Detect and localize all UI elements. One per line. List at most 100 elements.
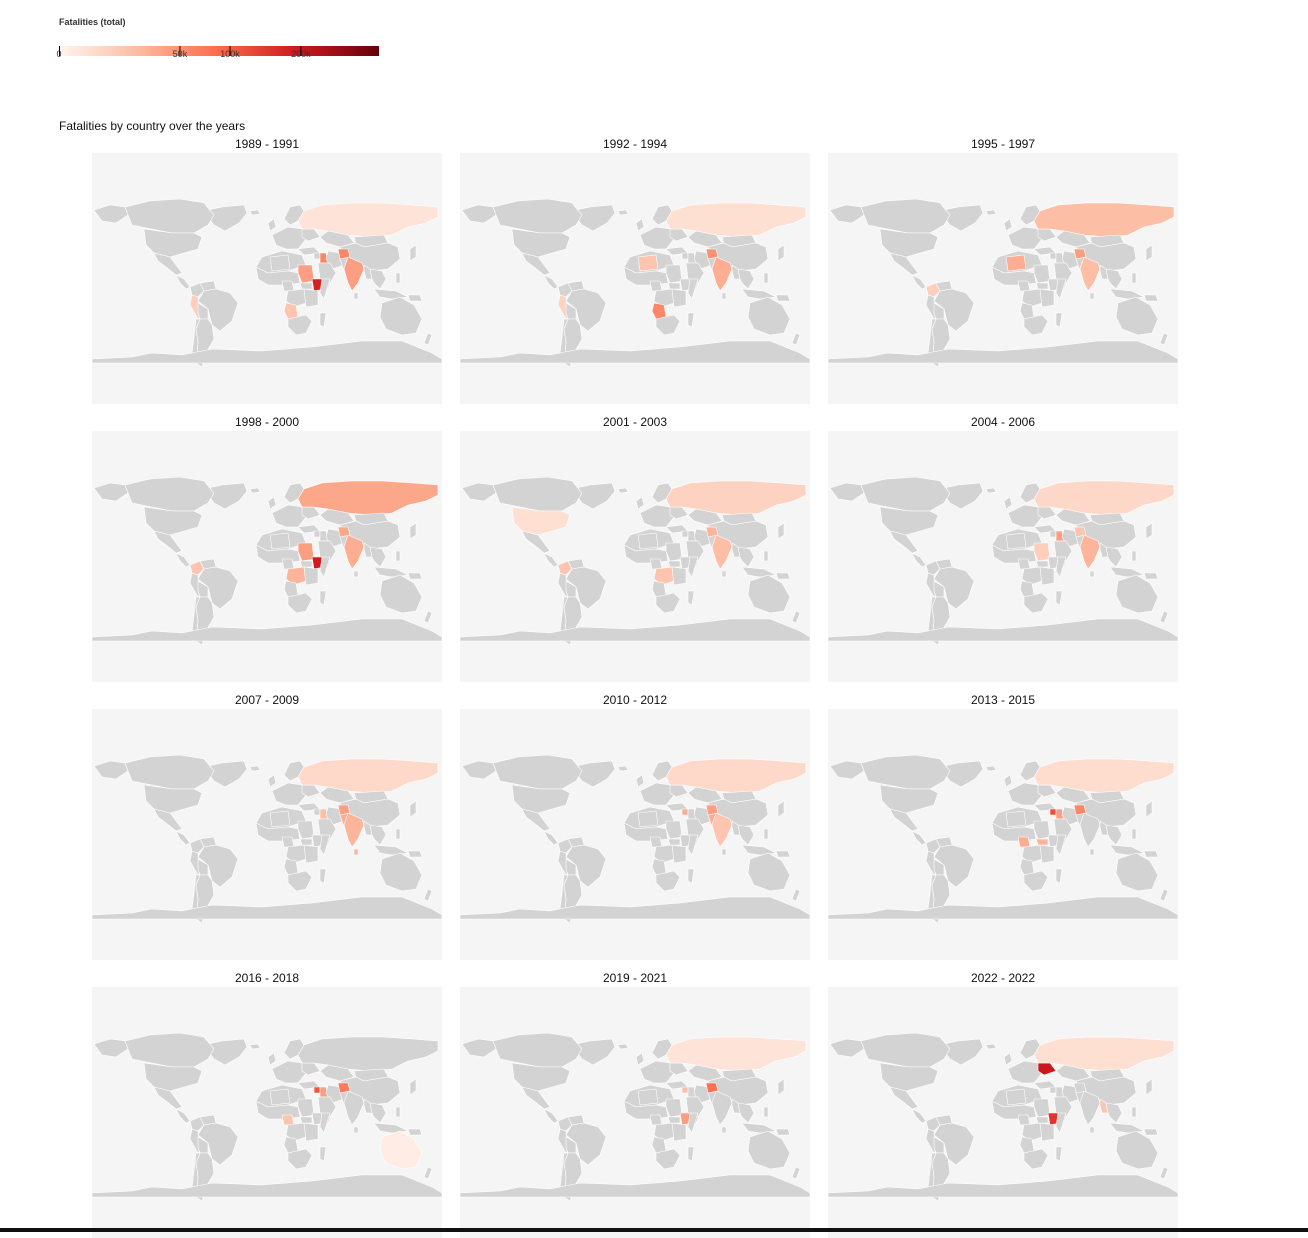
country-nz [423, 332, 433, 346]
country-usa [143, 506, 203, 536]
country-angola [283, 858, 299, 876]
country-philippines [763, 1106, 769, 1118]
country-myanmar [1099, 542, 1109, 558]
country-syria [313, 808, 321, 816]
country-antarctica [92, 896, 442, 920]
country-drc [1021, 288, 1043, 308]
country-japan [409, 244, 417, 262]
country-west-europe [1007, 1060, 1043, 1084]
country-se-asia [369, 546, 387, 568]
panel-title: 1995 - 1997 [970, 137, 1036, 151]
country-india [343, 534, 365, 570]
world-map [92, 431, 442, 682]
country-japan [777, 244, 785, 262]
country-india [1079, 812, 1101, 848]
country-east-africa [303, 566, 319, 586]
country-png [1143, 850, 1159, 858]
country-canada [492, 198, 583, 234]
country-usa [879, 784, 939, 814]
legend-tick-label: 200k [291, 49, 311, 59]
country-sudan [1033, 1098, 1051, 1118]
country-south-africa [287, 870, 313, 892]
country-central-america [175, 830, 191, 846]
country-somalia [319, 834, 331, 856]
country-central-america [911, 830, 927, 846]
country-sri-lanka [721, 1126, 727, 1134]
country-brazil [565, 566, 607, 610]
country-russia [665, 758, 807, 794]
country-south-africa [1023, 592, 1049, 614]
panel-title: 2001 - 2003 [602, 415, 668, 429]
country-philippines [763, 828, 769, 840]
country-australia [747, 1130, 791, 1170]
country-greenland [939, 760, 984, 788]
country-south-africa [655, 1148, 681, 1170]
country-nz [423, 610, 433, 624]
world-map [828, 709, 1178, 960]
country-nz [423, 888, 433, 902]
country-canada [124, 1032, 215, 1068]
country-sudan [1033, 542, 1051, 562]
country-central-america [175, 1108, 191, 1124]
country-indonesia [1109, 288, 1145, 300]
country-syria [313, 252, 321, 260]
window-bottom-border [0, 1228, 1308, 1232]
country-sudan [665, 820, 683, 840]
country-west-europe [639, 226, 675, 250]
country-central-america [911, 274, 927, 290]
world-map [460, 709, 810, 960]
world-map-svg [828, 754, 1178, 924]
country-australia [379, 296, 423, 336]
country-mexico [153, 808, 183, 832]
country-mexico [153, 252, 183, 276]
country-alaska [829, 482, 865, 502]
country-mexico [521, 252, 551, 276]
country-japan [1145, 1078, 1153, 1096]
country-usa [511, 1062, 571, 1092]
country-east-africa [1039, 844, 1055, 864]
country-sudan [297, 1098, 315, 1118]
country-usa [511, 228, 571, 258]
country-saudi [685, 262, 705, 284]
country-uk [635, 496, 645, 510]
country-colombia [189, 560, 205, 576]
country-saudi [1053, 262, 1073, 284]
country-nigeria [281, 558, 295, 570]
country-angola [283, 580, 299, 598]
country-saudi [685, 1096, 705, 1118]
country-antarctica [92, 618, 442, 642]
country-greenland [203, 1038, 248, 1066]
world-map-svg [460, 1032, 810, 1202]
country-drc [285, 566, 307, 586]
country-mexico [889, 808, 919, 832]
country-colombia [557, 282, 573, 298]
map-panel: 1998 - 2000 [92, 415, 442, 682]
country-sri-lanka [721, 292, 727, 300]
country-iceland [249, 765, 261, 772]
country-south-sudan [667, 838, 681, 846]
country-australia [1115, 574, 1159, 614]
country-antarctica [828, 896, 1178, 920]
country-greenland [571, 760, 616, 788]
panel-title: 2019 - 2021 [602, 971, 668, 985]
country-somalia [319, 556, 331, 578]
country-usa [143, 228, 203, 258]
country-mexico [889, 252, 919, 276]
country-drc [653, 844, 675, 864]
country-philippines [763, 550, 769, 562]
country-russia [297, 1036, 439, 1072]
legend-title: Fatalities (total) [59, 17, 126, 27]
country-central-america [543, 274, 559, 290]
country-india [1079, 534, 1101, 570]
country-alaska [93, 204, 129, 224]
country-madagascar [1055, 1146, 1063, 1162]
country-canada [124, 476, 215, 512]
country-uk [635, 774, 645, 788]
country-iceland [249, 209, 261, 216]
country-canada [124, 198, 215, 234]
country-south-sudan [299, 838, 313, 846]
country-png [1143, 294, 1159, 302]
country-east-africa [671, 566, 687, 586]
country-greenland [939, 204, 984, 232]
country-antarctica [460, 896, 810, 920]
